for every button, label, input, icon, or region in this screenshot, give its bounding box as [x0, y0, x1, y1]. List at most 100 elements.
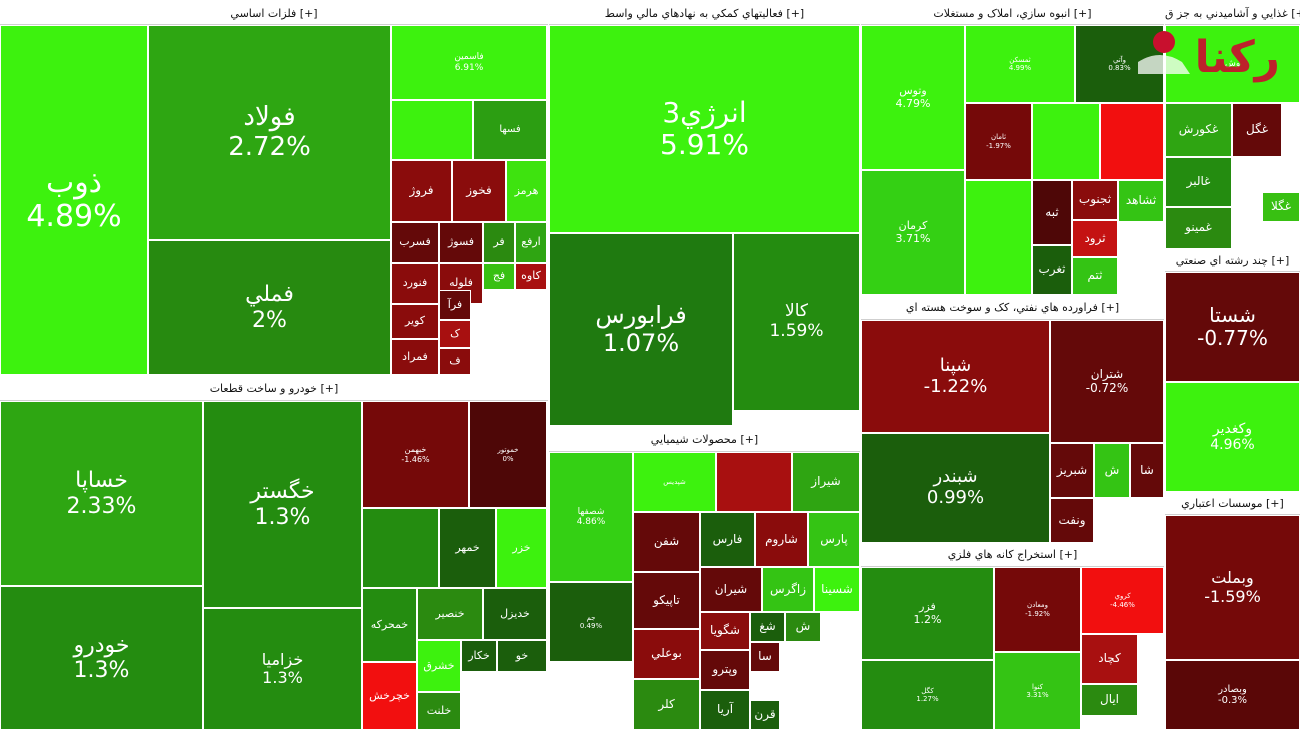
stock-cell[interactable]: خشرق [417, 640, 461, 692]
stock-cell[interactable]: غمينو [1165, 207, 1232, 249]
stock-cell[interactable]: ونفت [1050, 498, 1094, 543]
stock-cell[interactable]: خساپا 2.33% [0, 401, 203, 586]
section-title[interactable]: فلزات اساسي [+] [0, 3, 548, 25]
stock-cell[interactable]: فرآ [439, 290, 471, 320]
stock-cell[interactable]: ومعادن -1.92% [994, 567, 1081, 652]
stock-cell[interactable]: ف [439, 348, 471, 375]
stock-cell[interactable]: غگلا [1262, 192, 1300, 222]
stock-cell[interactable]: کروي -4.46% [1081, 567, 1164, 634]
stock-cell[interactable]: فسوژ [439, 222, 483, 263]
stock-cell[interactable]: تاپيکو [633, 572, 700, 629]
stock-cell[interactable] [1032, 103, 1100, 180]
stock-cell[interactable]: فرابورس 1.07% [549, 233, 733, 426]
section-title[interactable]: فعاليتهاي کمکي به نهادهاي مالي واسط [+] [549, 3, 860, 25]
stock-cell[interactable]: شا [1130, 443, 1164, 498]
stock-cell[interactable]: فنورد [391, 263, 439, 304]
section-title[interactable]: چند رشته اي صنعتي [+] [1165, 250, 1300, 272]
section-title[interactable]: غذايي و آشاميدني به جز ق [+] [1165, 3, 1300, 25]
stock-cell[interactable]: کویر [391, 304, 439, 339]
section-title[interactable]: موسسات اعتباري [+] [1165, 493, 1300, 515]
stock-cell[interactable]: فملي 2% [148, 240, 391, 375]
stock-cell[interactable]: وش [1165, 25, 1300, 103]
stock-cell[interactable]: فزر 1.2% [861, 567, 994, 660]
stock-cell[interactable]: ثبه [1032, 180, 1072, 245]
stock-cell[interactable]: فولاد 2.72% [148, 25, 391, 240]
stock-cell[interactable]: ارفع [515, 222, 547, 263]
stock-cell[interactable]: خبهمن -1.46% [362, 401, 469, 508]
stock-cell[interactable]: پارس [808, 512, 860, 567]
stock-cell[interactable]: وبملت -1.59% [1165, 515, 1300, 660]
stock-cell[interactable]: شگويا [700, 612, 750, 650]
stock-cell[interactable]: خموتور 0% [469, 401, 547, 508]
stock-cell[interactable] [391, 100, 473, 160]
stock-cell[interactable]: کالا 1.59% [733, 233, 860, 411]
stock-cell[interactable]: شستا -0.77% [1165, 272, 1300, 382]
stock-cell[interactable] [965, 180, 1032, 295]
stock-cell[interactable]: کلر [633, 679, 700, 730]
stock-cell[interactable]: شپنا -1.22% [861, 320, 1050, 433]
stock-cell[interactable]: فج [483, 263, 515, 290]
stock-cell[interactable]: خو [497, 640, 547, 672]
stock-cell[interactable]: ثغرب [1032, 245, 1072, 295]
stock-cell[interactable]: شتران -0.72% [1050, 320, 1164, 443]
stock-cell[interactable]: کاوه [515, 263, 547, 290]
stock-cell[interactable]: جم 0.49% [549, 582, 633, 662]
stock-cell[interactable]: ثتم [1072, 257, 1118, 295]
stock-cell[interactable]: وتوس 4.79% [861, 25, 965, 170]
stock-cell[interactable]: فخوز [452, 160, 506, 222]
stock-cell[interactable]: کنوا 3.31% [994, 652, 1081, 730]
stock-cell[interactable]: خمحرکه [362, 588, 417, 662]
stock-cell[interactable]: ثامان -1.97% [965, 103, 1032, 180]
stock-cell[interactable]: فسها [473, 100, 547, 160]
stock-cell[interactable]: وبصادر -0.3% [1165, 660, 1300, 730]
stock-cell[interactable]: سا [750, 642, 780, 672]
section-title[interactable]: انبوه سازي، املاک و مستغلات [+] [861, 3, 1164, 25]
stock-cell[interactable]: آريا [700, 690, 750, 730]
section-title[interactable]: خودرو و ساخت قطعات [+] [0, 377, 548, 401]
section-title[interactable]: محصولات شيميايي [+] [549, 428, 860, 452]
stock-cell[interactable]: ثمسکن 4.99% [965, 25, 1075, 103]
stock-cell[interactable]: کچاد [1081, 634, 1138, 684]
stock-cell[interactable]: شاروم [755, 512, 808, 567]
stock-cell[interactable]: خچرخش [362, 662, 417, 730]
stock-cell[interactable]: شصفها 4.86% [549, 452, 633, 582]
stock-cell[interactable]: ثرود [1072, 220, 1118, 257]
stock-cell[interactable]: زاگرس [762, 567, 814, 612]
stock-cell[interactable]: غکورش [1165, 103, 1232, 157]
stock-cell[interactable]: خگستر 1.3% [203, 401, 362, 608]
stock-cell[interactable]: شيراز [792, 452, 860, 512]
stock-cell[interactable]: شبندر 0.99% [861, 433, 1050, 543]
stock-cell[interactable]: ثشاهد [1118, 180, 1164, 222]
stock-cell[interactable]: هرمز [506, 160, 547, 222]
stock-cell[interactable]: وپترو [700, 650, 750, 690]
stock-cell[interactable]: شسينا [814, 567, 860, 612]
stock-cell[interactable]: ذوب 4.89% [0, 25, 148, 375]
stock-cell[interactable]: خديزل [483, 588, 547, 640]
stock-cell[interactable]: کگل 1.27% [861, 660, 994, 730]
stock-cell[interactable]: شغ [750, 612, 785, 642]
stock-cell[interactable]: خنصير [417, 588, 483, 640]
stock-cell[interactable]: شفن [633, 512, 700, 572]
stock-cell[interactable]: ک [439, 320, 471, 348]
stock-cell[interactable]: بوعلي [633, 629, 700, 679]
stock-cell[interactable]: فاسمين 6.91% [391, 25, 547, 100]
stock-cell[interactable]: ش [1094, 443, 1130, 498]
stock-cell[interactable]: انرژي3 5.91% [549, 25, 860, 233]
stock-cell[interactable]: کرمان 3.71% [861, 170, 965, 295]
stock-cell[interactable]: فمراد [391, 339, 439, 375]
stock-cell[interactable] [716, 452, 792, 512]
stock-cell[interactable] [1100, 103, 1164, 180]
stock-cell[interactable]: ش [785, 612, 821, 642]
stock-cell[interactable]: غالبر [1165, 157, 1232, 207]
stock-cell[interactable]: قرن [750, 700, 780, 730]
stock-cell[interactable]: وکغدير 4.96% [1165, 382, 1300, 492]
stock-cell[interactable]: شپدیس [633, 452, 716, 512]
stock-cell[interactable]: فروژ [391, 160, 452, 222]
stock-cell[interactable]: فسرب [391, 222, 439, 263]
stock-cell[interactable]: خزاميا 1.3% [203, 608, 362, 730]
stock-cell[interactable]: خکار [461, 640, 497, 672]
stock-cell[interactable]: شبريز [1050, 443, 1094, 498]
stock-cell[interactable]: خودرو 1.3% [0, 586, 203, 730]
stock-cell[interactable]: فر [483, 222, 515, 263]
stock-cell[interactable]: خلنت [417, 692, 461, 730]
